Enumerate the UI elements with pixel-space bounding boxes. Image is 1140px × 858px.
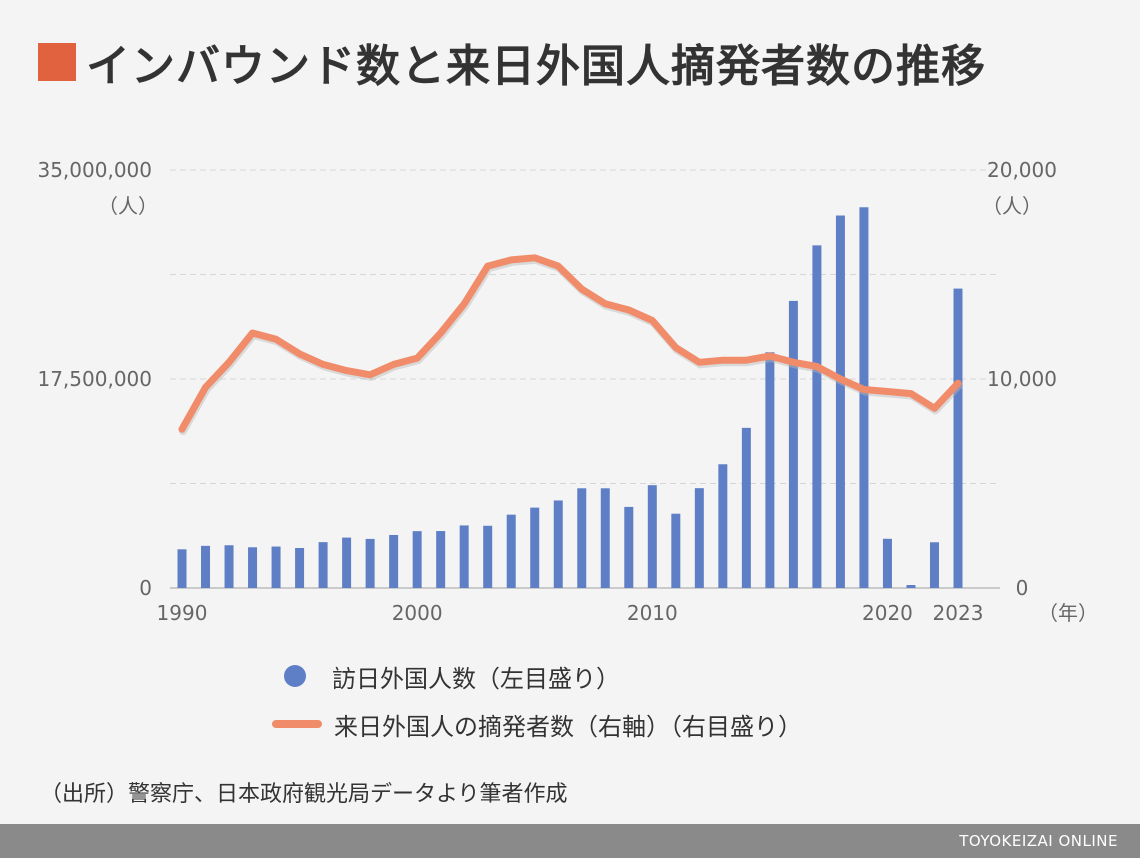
x-tick-label: 1990 bbox=[157, 601, 208, 625]
footer-bar: TOYOKEIZAI ONLINE bbox=[0, 824, 1140, 858]
bar bbox=[553, 500, 563, 588]
bar bbox=[365, 538, 375, 588]
bar bbox=[882, 538, 892, 588]
x-unit: （年） bbox=[1038, 601, 1098, 625]
line-path bbox=[178, 254, 962, 433]
bar bbox=[835, 215, 845, 588]
bar bbox=[295, 547, 305, 588]
bar bbox=[718, 464, 728, 588]
bar bbox=[483, 525, 493, 588]
footer-brand: TOYOKEIZAI ONLINE bbox=[959, 832, 1118, 850]
bar bbox=[248, 547, 258, 588]
bar bbox=[530, 507, 540, 588]
bar bbox=[177, 549, 187, 588]
legend: 訪日外国人数（左目盛り） 来日外国人の摘発者数（右軸）（右目盛り） bbox=[272, 656, 802, 752]
line-series bbox=[178, 254, 963, 436]
bar bbox=[412, 531, 422, 588]
bar bbox=[812, 245, 822, 588]
bar bbox=[765, 352, 775, 588]
legend-label-bars: 訪日外国人数（左目盛り） bbox=[332, 664, 620, 693]
bar bbox=[224, 545, 234, 588]
y-right-tick-label: 20,000 bbox=[987, 158, 1057, 182]
bar bbox=[436, 531, 446, 588]
bar bbox=[953, 288, 963, 588]
bar bbox=[459, 525, 469, 588]
bar bbox=[577, 488, 587, 588]
bar-series bbox=[177, 207, 963, 588]
legend-item-line: 来日外国人の摘発者数（右軸）（右目盛り） bbox=[272, 704, 802, 744]
legend-line-icon bbox=[272, 720, 322, 728]
bar bbox=[671, 513, 681, 588]
x-tick-label: 2010 bbox=[627, 601, 678, 625]
bar bbox=[201, 545, 211, 588]
title-marker-icon bbox=[38, 43, 76, 81]
bar bbox=[741, 427, 751, 588]
bar bbox=[859, 207, 869, 588]
legend-label-line: 来日外国人の摘発者数（右軸）（右目盛り） bbox=[334, 712, 802, 741]
bar bbox=[271, 546, 281, 588]
bar bbox=[788, 300, 798, 588]
y-left-tick-label: 0 bbox=[139, 576, 152, 600]
bar bbox=[342, 537, 352, 588]
x-tick-label: 2000 bbox=[392, 601, 443, 625]
bar bbox=[600, 488, 610, 588]
y-left-tick-label: 17,500,000 bbox=[37, 367, 152, 391]
chart-title: インバウンド数と来日外国人摘発者数の推移 bbox=[86, 41, 986, 92]
y-left-tick-label: 35,000,000 bbox=[37, 158, 152, 182]
legend-item-bars: 訪日外国人数（左目盛り） bbox=[272, 656, 802, 696]
source-note: （出所）警察庁、日本政府観光局データより筆者作成 bbox=[40, 782, 568, 807]
y-right-tick-label: 10,000 bbox=[987, 367, 1057, 391]
title-block: インバウンド数と来日外国人摘発者数の推移 bbox=[38, 30, 986, 94]
bar bbox=[929, 542, 939, 588]
legend-dot-icon bbox=[284, 665, 306, 687]
y-right-tick-label: 0 bbox=[1016, 576, 1029, 600]
bar bbox=[647, 485, 657, 588]
axes: 0 17,500,000 35,000,000 （人） 0 10,000 20,000 （人）… bbox=[37, 158, 1098, 625]
y-right-unit: （人） bbox=[982, 194, 1042, 218]
x-tick-label: 2023 bbox=[933, 601, 984, 625]
bar bbox=[906, 585, 916, 588]
bar bbox=[506, 514, 516, 588]
bar bbox=[624, 506, 634, 588]
y-left-unit: （人） bbox=[98, 194, 158, 218]
bar bbox=[389, 534, 399, 588]
x-tick-label: 2020 bbox=[862, 601, 913, 625]
bar bbox=[318, 542, 328, 588]
bar bbox=[694, 488, 704, 588]
chart-area: 0 17,500,000 35,000,000 （人） 0 10,000 20,000 （人）… bbox=[37, 158, 1098, 625]
